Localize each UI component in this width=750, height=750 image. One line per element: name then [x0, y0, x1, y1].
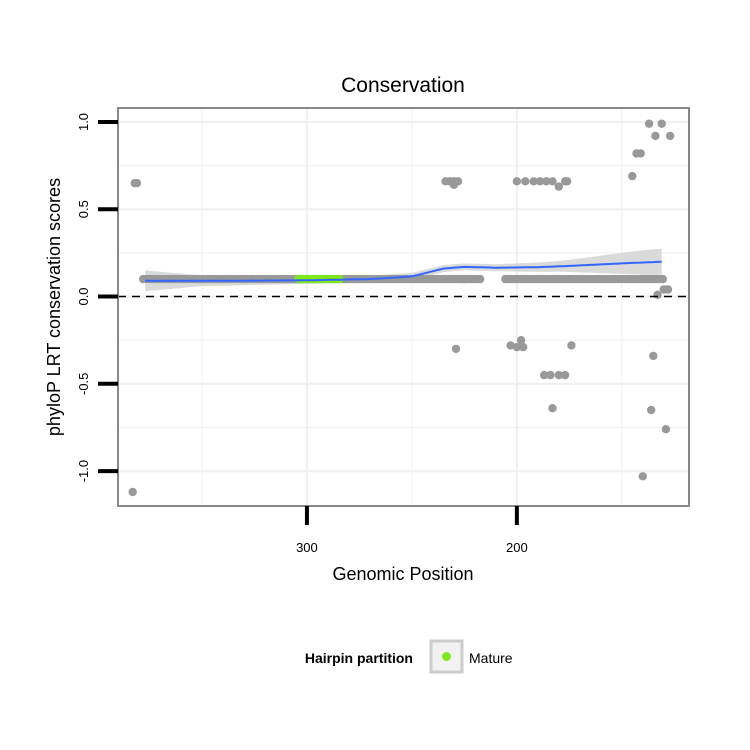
data-point [529, 177, 538, 186]
y-tick-label: -1.0 [76, 460, 91, 482]
data-point [658, 274, 667, 284]
data-point [506, 341, 515, 350]
y-tick-label: 0.5 [76, 200, 91, 218]
data-point [519, 342, 528, 352]
smooth-line-layer [145, 260, 662, 282]
panel-border [117, 107, 690, 507]
data-point [548, 404, 557, 413]
data-point [449, 177, 459, 186]
legend-key-box [429, 639, 464, 674]
data-point [460, 274, 469, 284]
data-point [128, 487, 137, 497]
x-tick-label: 200 [506, 540, 528, 555]
x-axis-title: Genomic Position [332, 564, 473, 584]
data-point [663, 285, 673, 294]
data-point [554, 370, 563, 380]
legend: Hairpin partition Mature [305, 639, 513, 674]
y-tick-label: 1.0 [76, 113, 91, 131]
data-point [657, 119, 666, 128]
data-point [542, 177, 551, 186]
legend-key-mature-point [442, 652, 451, 661]
data-point [628, 171, 637, 181]
y-axis: 1.0 0.5 0.0 -0.5 -1.0 [76, 113, 118, 482]
data-point [661, 425, 671, 434]
data-point [651, 131, 660, 141]
data-point [516, 336, 526, 345]
data-point [644, 119, 654, 128]
data-point [563, 177, 572, 186]
panel-background [118, 108, 689, 506]
plot-panel [117, 107, 690, 507]
x-axis: 300 200 [296, 506, 528, 555]
data-point [567, 341, 576, 350]
data-point [649, 351, 658, 361]
data-point [665, 131, 675, 141]
data-point [512, 342, 522, 352]
data-point [535, 177, 545, 186]
data-point [554, 182, 563, 191]
data-point [475, 274, 485, 284]
legend-title: Hairpin partition [305, 650, 413, 666]
data-point [653, 290, 662, 299]
data-point [451, 344, 461, 354]
chart-title: Conservation [341, 74, 465, 97]
data-point [560, 370, 570, 380]
data-point [512, 177, 522, 186]
data-point [638, 472, 647, 481]
data-point [548, 177, 557, 186]
y-axis-title: phyloP LRT conservation scores [44, 178, 64, 436]
data-point [540, 370, 549, 380]
data-point [546, 370, 555, 380]
data-point [521, 177, 530, 186]
legend-label-mature: Mature [469, 650, 513, 666]
data-point [636, 149, 645, 158]
y-tick-label: 0.0 [76, 287, 91, 305]
data-point [130, 178, 139, 188]
smooth-trend-line [145, 260, 662, 282]
x-tick-label: 300 [296, 540, 318, 555]
data-point [647, 405, 656, 415]
y-tick-label: -0.5 [76, 373, 91, 395]
